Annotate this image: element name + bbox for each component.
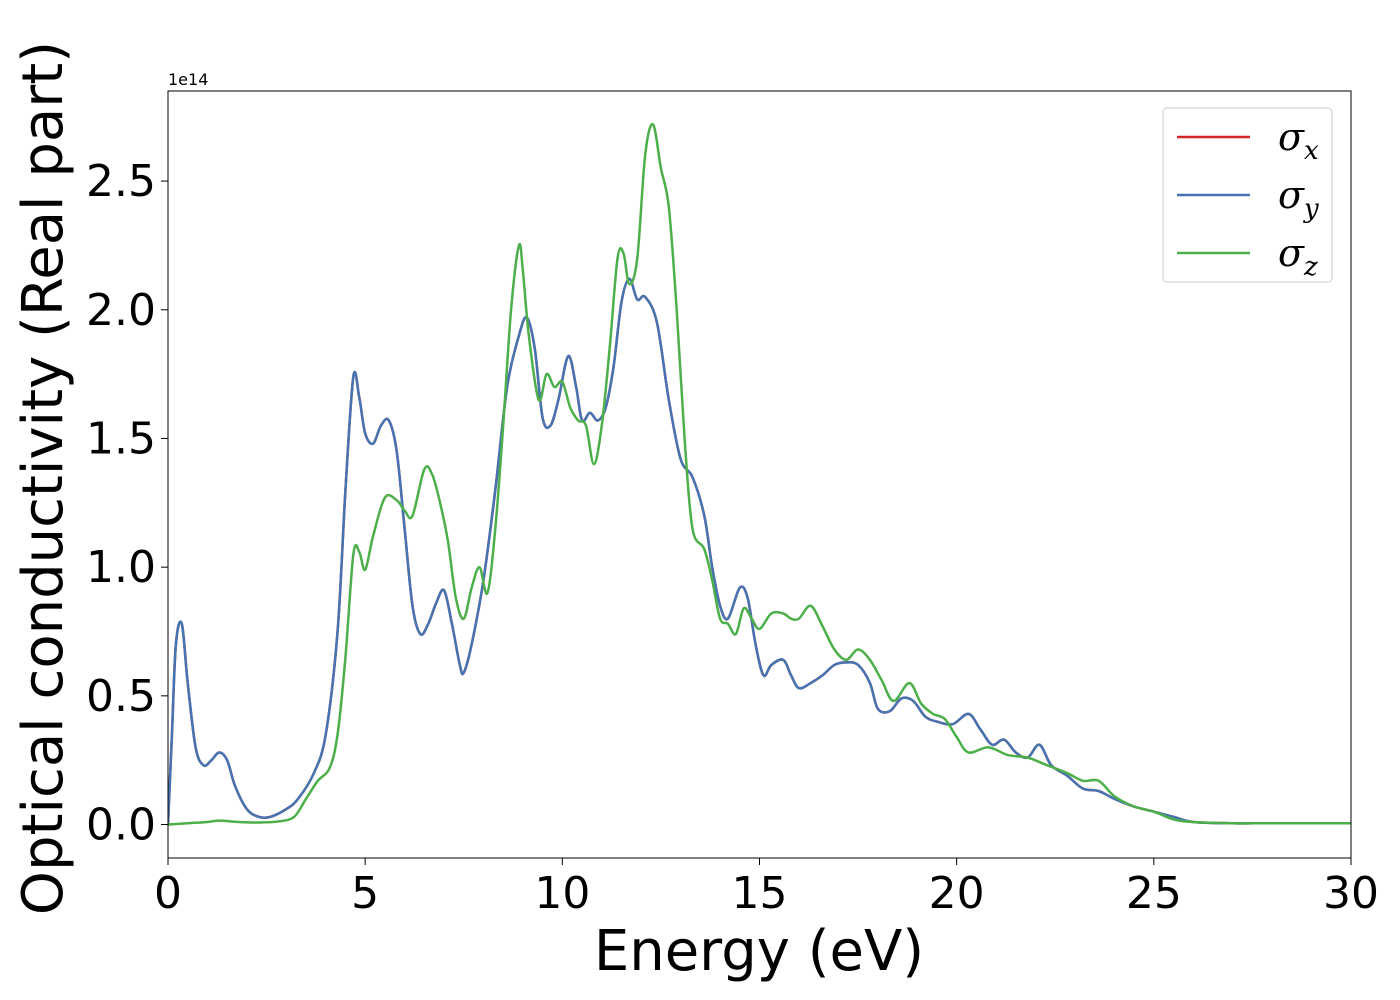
y-offset-text: 1e14 <box>168 70 208 89</box>
x-tick-label: 5 <box>351 868 379 919</box>
x-tick-label: 15 <box>732 868 788 919</box>
x-tick-label: 20 <box>929 868 985 919</box>
legend-label: σy <box>1278 173 1319 224</box>
y-tick-label: 0.0 <box>86 800 156 851</box>
series-layer <box>168 123 1351 826</box>
x-tick-label: 25 <box>1126 868 1182 919</box>
x-axis: 0 5 10 15 20 25 30 <box>154 858 1379 919</box>
y-axis-title: Optical conductivity (Real part) <box>11 41 76 915</box>
legend: σx σy σz <box>1162 107 1333 283</box>
plot-area <box>168 91 1351 858</box>
y-tick-label: 1.0 <box>86 542 156 593</box>
x-axis-title: Energy (eV) <box>594 919 924 984</box>
y-axis: 0.0 0.5 1.0 1.5 2.0 2.5 <box>86 156 168 851</box>
x-tick-label: 0 <box>154 868 182 919</box>
series-line-sigma-z <box>168 123 1351 826</box>
x-tick-label: 30 <box>1323 868 1379 919</box>
series-line-sigma-y <box>168 277 1351 826</box>
x-tick-label: 10 <box>534 868 590 919</box>
y-tick-label: 1.5 <box>86 413 156 464</box>
y-tick-label: 0.5 <box>86 671 156 722</box>
legend-label: σz <box>1278 231 1318 282</box>
y-tick-label: 2.0 <box>86 285 156 336</box>
legend-label: σx <box>1278 115 1319 166</box>
y-tick-label: 2.5 <box>86 156 156 207</box>
